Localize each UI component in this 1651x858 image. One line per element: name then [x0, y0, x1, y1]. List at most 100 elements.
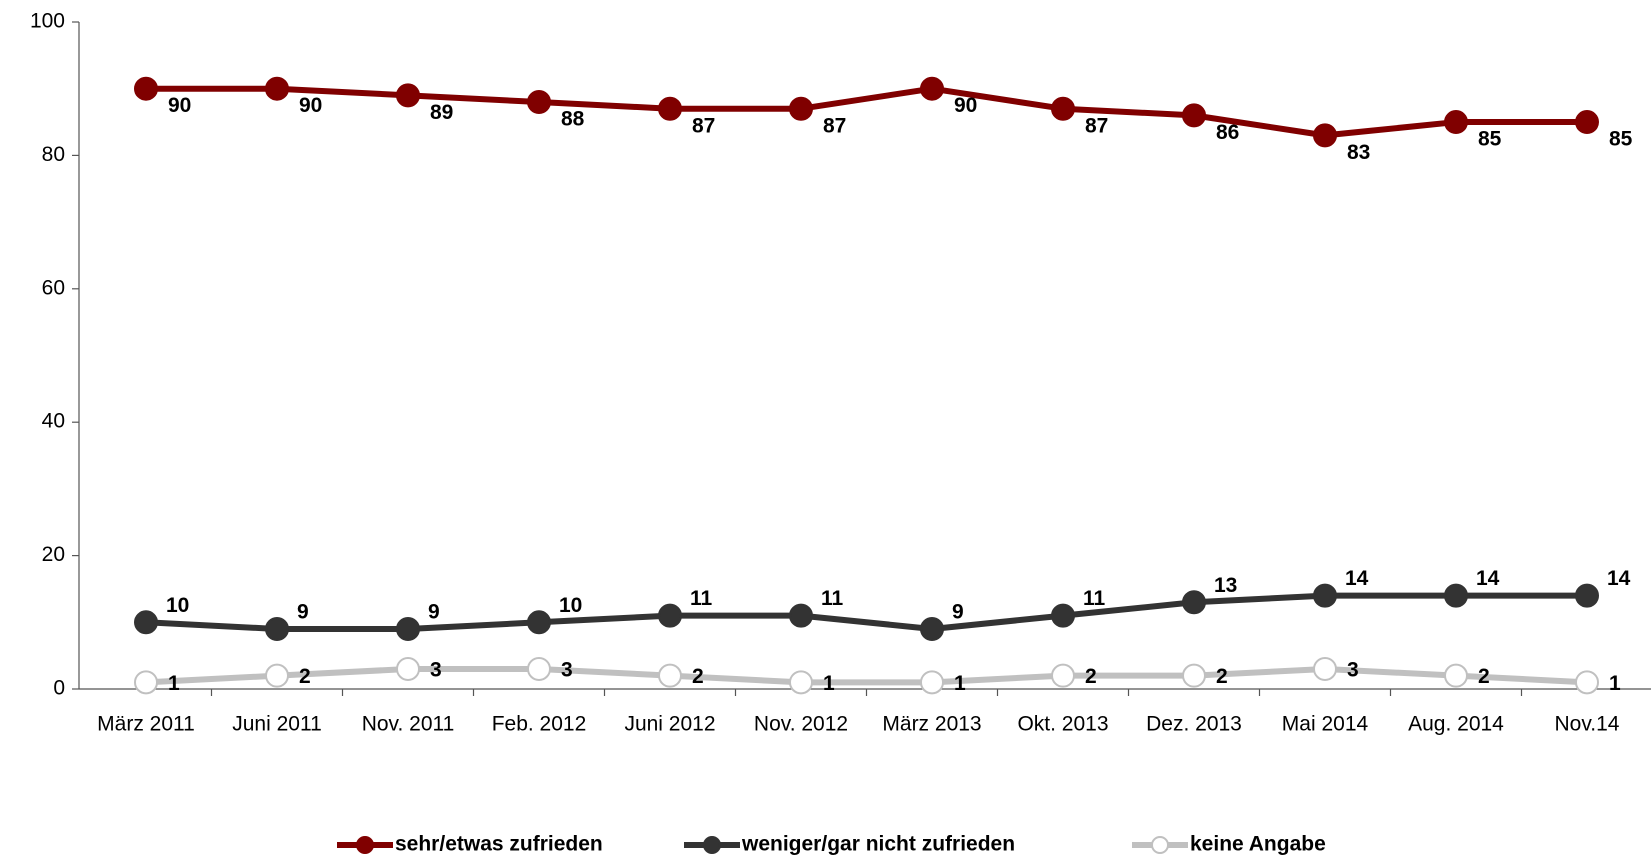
- series-line: [146, 85, 1587, 139]
- data-label: 88: [561, 108, 585, 131]
- data-label: 11: [690, 587, 713, 610]
- marker: [658, 663, 682, 688]
- data-label: 2: [1216, 665, 1228, 688]
- data-label: 1: [823, 672, 835, 695]
- marker: [1182, 103, 1206, 128]
- marker: [134, 670, 158, 695]
- legend-label: sehr/etwas zufrieden: [395, 833, 603, 856]
- data-label: 89: [430, 101, 453, 124]
- x-tick-label: Juni 2011: [232, 713, 322, 736]
- marker: [527, 610, 551, 635]
- marker: [1444, 583, 1468, 608]
- series-line: [145, 592, 1587, 632]
- marker: [1313, 123, 1337, 148]
- data-label: 87: [692, 114, 715, 137]
- x-tick-label: Nov.14: [1555, 713, 1620, 736]
- data-label: 9: [428, 601, 440, 624]
- marker: [920, 670, 944, 695]
- data-label: 9: [952, 601, 964, 624]
- marker: [1575, 583, 1599, 608]
- legend-label: weniger/gar nicht zufrieden: [741, 833, 1015, 856]
- legend-marker: [1151, 836, 1169, 854]
- data-label: 2: [1478, 665, 1490, 688]
- data-label: 87: [1085, 114, 1108, 137]
- data-label: 2: [692, 665, 704, 688]
- data-label: 1: [1609, 672, 1621, 695]
- y-tick-label: 60: [42, 276, 65, 299]
- marker: [789, 603, 813, 628]
- data-label: 3: [561, 659, 573, 682]
- data-label: 14: [1607, 567, 1631, 590]
- data-label: 90: [168, 94, 191, 117]
- marker: [1182, 590, 1206, 615]
- data-label: 87: [823, 114, 846, 137]
- x-tick-label: März 2011: [97, 713, 195, 736]
- x-tick-label: Juni 2012: [624, 713, 715, 736]
- x-tick-label: Okt. 2013: [1017, 713, 1108, 736]
- marker: [658, 96, 682, 121]
- data-label: 1: [954, 672, 966, 695]
- marker: [134, 610, 158, 635]
- x-tick-label: Dez. 2013: [1146, 713, 1242, 736]
- marker: [658, 603, 682, 628]
- data-label: 10: [559, 594, 582, 617]
- legend-label: keine Angabe: [1190, 833, 1326, 856]
- marker: [920, 616, 944, 641]
- x-tick-label: Aug. 2014: [1408, 713, 1504, 736]
- data-label: 83: [1347, 141, 1370, 164]
- y-tick-label: 80: [42, 143, 65, 166]
- marker: [1051, 603, 1075, 628]
- data-label: 86: [1216, 121, 1239, 144]
- marker: [1051, 663, 1075, 688]
- marker: [1444, 110, 1468, 135]
- y-tick-label: 0: [53, 677, 65, 700]
- x-tick-label: Nov. 2011: [362, 713, 455, 736]
- marker: [527, 90, 551, 115]
- data-label: 3: [430, 659, 442, 682]
- marker: [396, 616, 420, 641]
- marker: [134, 76, 158, 101]
- data-label: 10: [166, 594, 189, 617]
- marker: [1444, 663, 1468, 688]
- marker: [789, 96, 813, 121]
- series-line: [145, 665, 1588, 686]
- marker: [527, 656, 551, 681]
- marker: [1313, 583, 1337, 608]
- x-tick-label: März 2013: [882, 713, 981, 736]
- marker: [1575, 110, 1599, 135]
- marker: [265, 616, 289, 641]
- data-label: 11: [1083, 587, 1106, 610]
- marker: [920, 76, 944, 101]
- data-label: 85: [1478, 128, 1502, 151]
- data-label: 90: [954, 94, 977, 117]
- data-label: 1: [168, 672, 180, 695]
- y-tick-label: 20: [42, 543, 65, 566]
- data-label: 2: [1085, 665, 1097, 688]
- y-tick-label: 40: [42, 410, 65, 433]
- data-label: 2: [299, 665, 311, 688]
- data-label: 90: [299, 94, 322, 117]
- legend-marker: [356, 836, 374, 854]
- data-label: 14: [1345, 567, 1369, 590]
- marker: [1575, 670, 1599, 695]
- x-tick-label: Feb. 2012: [492, 713, 587, 736]
- data-label: 3: [1347, 659, 1359, 682]
- marker: [396, 83, 420, 108]
- marker: [1313, 656, 1337, 681]
- marker: [789, 670, 813, 695]
- data-label: 11: [821, 587, 844, 610]
- x-tick-label: Mai 2014: [1282, 713, 1369, 736]
- data-label: 9: [297, 601, 309, 624]
- data-label: 13: [1214, 574, 1237, 597]
- marker: [1182, 663, 1206, 688]
- marker: [265, 76, 289, 101]
- legend-marker: [703, 836, 721, 854]
- marker: [396, 656, 420, 681]
- x-tick-label: Nov. 2012: [754, 713, 848, 736]
- marker: [265, 663, 289, 688]
- data-label: 85: [1609, 128, 1633, 151]
- data-label: 14: [1476, 567, 1500, 590]
- y-tick-label: 100: [30, 10, 65, 33]
